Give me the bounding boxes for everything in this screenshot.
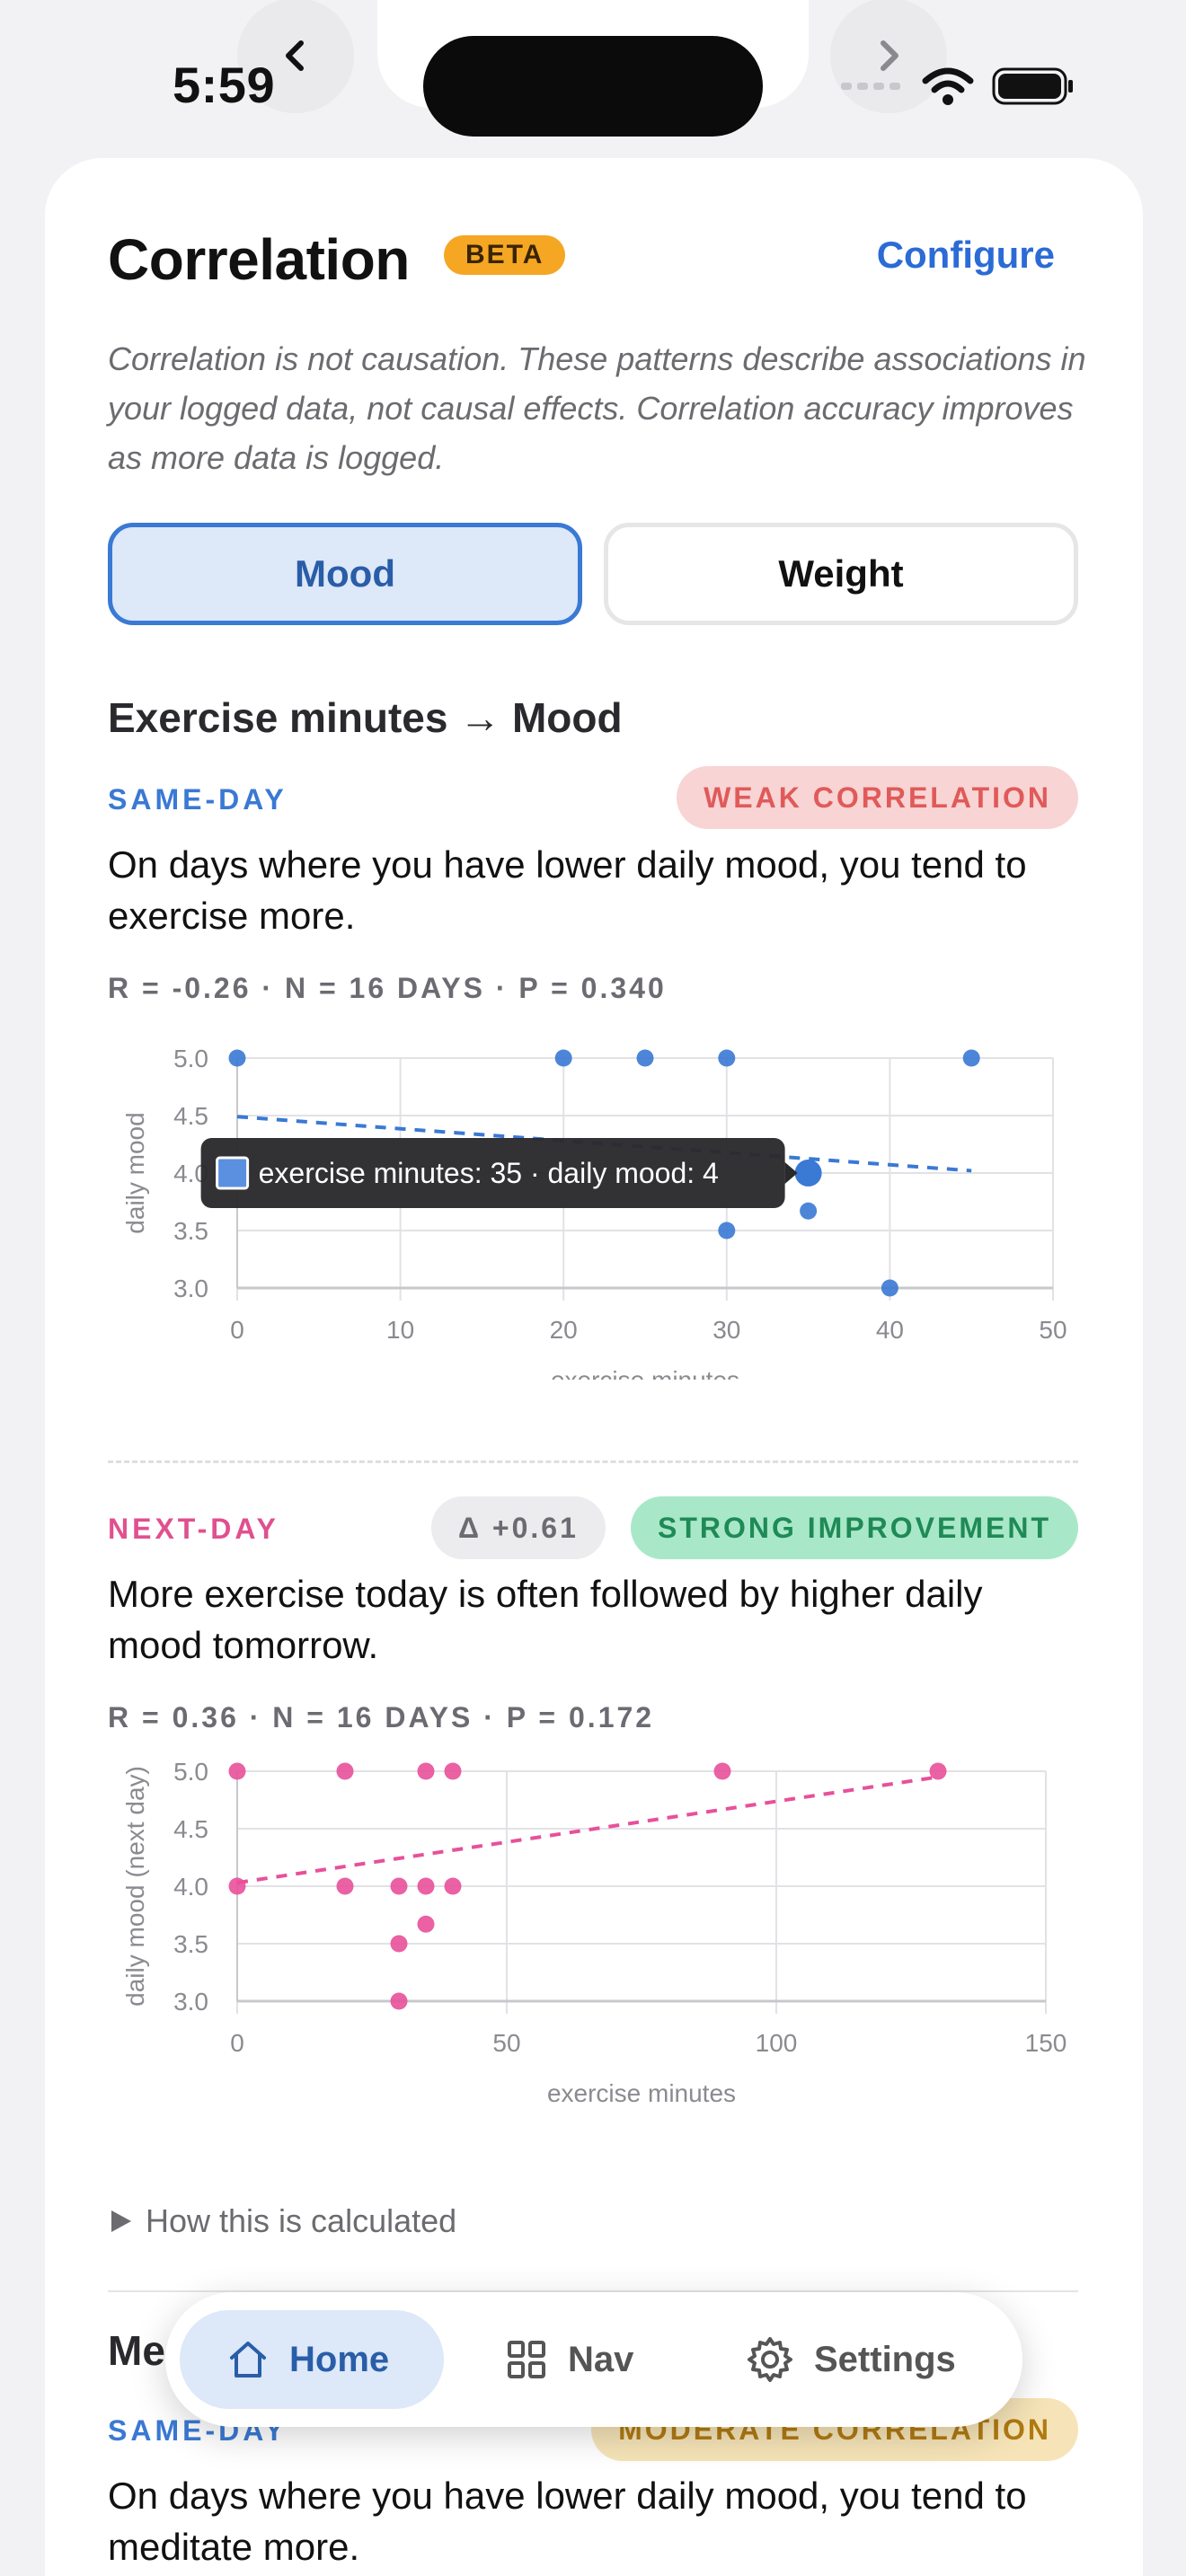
delta-badge: Δ +0.61 bbox=[431, 1496, 606, 1559]
data-point bbox=[390, 1935, 408, 1953]
configure-link[interactable]: Configure bbox=[876, 234, 1055, 276]
data-point bbox=[881, 1279, 898, 1297]
forward-button[interactable] bbox=[830, 0, 947, 113]
x-axis-label: exercise minutes bbox=[547, 2079, 736, 2107]
y-tick-label: 4.5 bbox=[173, 1102, 208, 1130]
correlation-card: Correlation BETA Configure Correlation i… bbox=[45, 158, 1143, 2576]
section-heading: Exercise minutes → Mood bbox=[108, 694, 623, 741]
tab-settings[interactable]: Settings bbox=[746, 2310, 997, 2409]
tab-home[interactable]: Home bbox=[180, 2310, 444, 2409]
segment-mood[interactable]: Mood bbox=[108, 523, 582, 625]
same-day-stats: R = -0.26 · N = 16 DAYS · P = 0.340 bbox=[108, 972, 667, 1004]
y-tick-label: 5.0 bbox=[173, 1045, 208, 1072]
data-point bbox=[718, 1049, 736, 1067]
x-axis-label: exercise minutes bbox=[551, 1366, 739, 1380]
tab-settings-label: Settings bbox=[814, 2339, 956, 2379]
next-day-label: NEXT-DAY bbox=[108, 1513, 279, 1545]
segment-weight[interactable]: Weight bbox=[604, 523, 1078, 625]
tooltip-arrow bbox=[784, 1162, 798, 1184]
data-point bbox=[444, 1762, 462, 1780]
dynamic-island bbox=[423, 36, 763, 137]
x-tick-label: 150 bbox=[1025, 2029, 1067, 2057]
x-tick-label: 50 bbox=[492, 2029, 520, 2057]
data-point bbox=[929, 1762, 947, 1780]
x-tick-label: 0 bbox=[230, 2029, 244, 2057]
y-tick-label: 3.0 bbox=[173, 1275, 208, 1302]
trend-line bbox=[236, 1115, 972, 1173]
x-tick-label: 50 bbox=[1039, 1316, 1067, 1344]
gear-icon bbox=[748, 2337, 792, 2382]
y-axis-label: daily mood (next day) bbox=[121, 1766, 149, 2007]
data-point bbox=[417, 1877, 435, 1895]
data-point bbox=[718, 1222, 736, 1239]
data-point bbox=[417, 1915, 435, 1933]
y-tick-label: 5.0 bbox=[173, 1758, 208, 1786]
same-day-label: SAME-DAY bbox=[108, 783, 288, 816]
next-day-scatter-chart: 3.0 3.5 4.0 4.5 5.0 0 50 100 150 exercise minutes… bbox=[121, 1758, 1067, 2107]
page-title: Correlation bbox=[108, 227, 410, 292]
data-point bbox=[228, 1049, 246, 1067]
data-point bbox=[444, 1877, 462, 1895]
tooltip-text: exercise minutes: 35 · daily mood: 4 bbox=[259, 1157, 719, 1189]
data-point bbox=[336, 1877, 354, 1895]
x-tick-label: 20 bbox=[550, 1316, 578, 1344]
x-tick-label: 10 bbox=[386, 1316, 414, 1344]
x-tick-label: 0 bbox=[230, 1316, 244, 1344]
data-point bbox=[636, 1049, 654, 1067]
data-point bbox=[713, 1762, 731, 1780]
status-icons bbox=[841, 66, 1075, 106]
data-point bbox=[228, 1762, 246, 1780]
y-tick-label: 3.5 bbox=[173, 1930, 208, 1958]
data-point bbox=[390, 1877, 408, 1895]
y-tick-label: 4.0 bbox=[173, 1873, 208, 1901]
how-calculated-label: How this is calculated bbox=[146, 2202, 457, 2239]
tooltip-box bbox=[200, 1138, 785, 1208]
wifi-icon bbox=[922, 67, 974, 105]
disclosure-triangle-icon bbox=[111, 2210, 131, 2232]
y-tick-label: 3.0 bbox=[173, 1988, 208, 2016]
tab-nav-label: Nav bbox=[568, 2339, 634, 2379]
home-icon bbox=[230, 2342, 266, 2378]
next-day-stats: R = 0.36 · N = 16 DAYS · P = 0.172 bbox=[108, 1701, 655, 1734]
data-point bbox=[554, 1049, 572, 1067]
bottom-tab-bar: Home Nav Settings bbox=[165, 2292, 1022, 2427]
disclaimer-text: Correlation is not causation. These patt… bbox=[108, 340, 1086, 476]
data-point bbox=[336, 1762, 354, 1780]
data-point bbox=[417, 1762, 435, 1780]
section2-heading: Me bbox=[108, 2327, 165, 2374]
x-tick-label: 30 bbox=[712, 1316, 740, 1344]
data-point bbox=[962, 1049, 980, 1067]
strong-improvement-badge: STRONG IMPROVEMENT bbox=[630, 1496, 1078, 1559]
data-point bbox=[800, 1202, 818, 1220]
status-time: 5:59 bbox=[173, 57, 276, 113]
section-divider-2 bbox=[108, 2290, 1078, 2292]
y-axis-label: daily mood bbox=[121, 1112, 149, 1233]
x-tick-label: 40 bbox=[876, 1316, 904, 1344]
back-button[interactable] bbox=[237, 0, 354, 113]
chevron-right-icon bbox=[881, 40, 898, 71]
beta-badge: BETA bbox=[444, 235, 566, 275]
section-divider bbox=[108, 1460, 1078, 1463]
chevron-left-icon bbox=[286, 40, 304, 71]
same-day-scatter-chart: 3.03.54.04.55.001020304050exercise minut… bbox=[121, 1045, 1067, 1380]
grid-icon bbox=[508, 2341, 545, 2378]
y-tick-label: 4.5 bbox=[173, 1815, 208, 1843]
highlighted-data-point bbox=[794, 1160, 822, 1187]
y-tick-label: 3.5 bbox=[173, 1217, 208, 1245]
tab-home-label: Home bbox=[289, 2339, 390, 2379]
chart-tooltip: exercise minutes: 35 · daily mood: 4 bbox=[200, 1138, 798, 1208]
how-calculated-toggle[interactable]: How this is calculated bbox=[108, 2202, 456, 2240]
next-day-description: More exercise today is often followed by… bbox=[108, 1573, 983, 1666]
same-day-description: On days where you have lower daily mood,… bbox=[108, 843, 1027, 937]
battery-icon bbox=[992, 67, 1073, 105]
data-point bbox=[390, 1992, 408, 2010]
tooltip-swatch bbox=[216, 1156, 250, 1190]
signal-dots-icon bbox=[841, 83, 900, 90]
data-point bbox=[228, 1877, 246, 1895]
tab-nav[interactable]: Nav bbox=[505, 2310, 667, 2409]
section2-description: On days where you have lower daily mood,… bbox=[108, 2475, 1027, 2568]
weak-correlation-badge: WEAK CORRELATION bbox=[677, 766, 1078, 829]
trend-line bbox=[236, 1775, 939, 1885]
x-tick-label: 100 bbox=[756, 2029, 798, 2057]
